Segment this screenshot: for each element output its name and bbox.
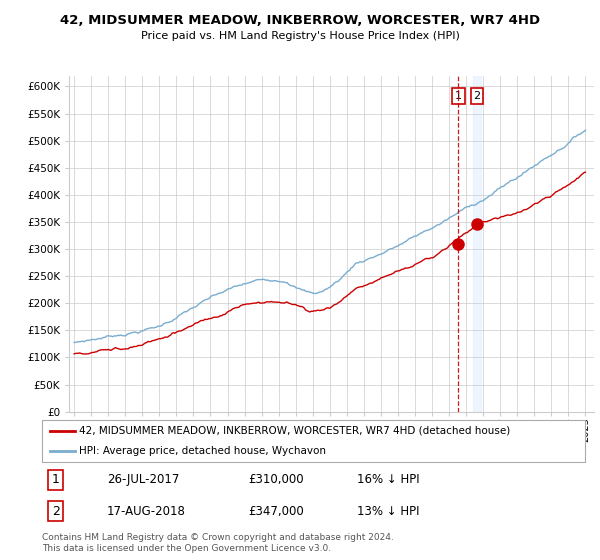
Text: HPI: Average price, detached house, Wychavon: HPI: Average price, detached house, Wych…: [79, 446, 326, 456]
Text: £310,000: £310,000: [248, 473, 304, 486]
Text: 26-JUL-2017: 26-JUL-2017: [107, 473, 179, 486]
Text: 42, MIDSUMMER MEADOW, INKBERROW, WORCESTER, WR7 4HD (detached house): 42, MIDSUMMER MEADOW, INKBERROW, WORCEST…: [79, 426, 510, 436]
Text: 13% ↓ HPI: 13% ↓ HPI: [357, 505, 419, 517]
FancyBboxPatch shape: [42, 420, 585, 462]
Bar: [473, 76, 481, 412]
Text: Contains HM Land Registry data © Crown copyright and database right 2024.
This d: Contains HM Land Registry data © Crown c…: [42, 533, 394, 553]
Text: 42, MIDSUMMER MEADOW, INKBERROW, WORCESTER, WR7 4HD: 42, MIDSUMMER MEADOW, INKBERROW, WORCEST…: [60, 14, 540, 27]
Text: 1: 1: [455, 91, 462, 101]
Text: 2: 2: [473, 91, 481, 101]
Text: 17-AUG-2018: 17-AUG-2018: [107, 505, 186, 517]
Text: 16% ↓ HPI: 16% ↓ HPI: [357, 473, 419, 486]
Text: Price paid vs. HM Land Registry's House Price Index (HPI): Price paid vs. HM Land Registry's House …: [140, 31, 460, 41]
Text: 2: 2: [52, 505, 59, 517]
Text: £347,000: £347,000: [248, 505, 304, 517]
Text: 1: 1: [52, 473, 59, 486]
